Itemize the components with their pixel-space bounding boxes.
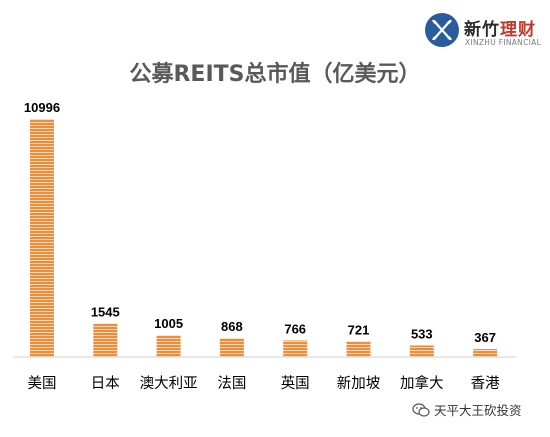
data-label-8: 367 [474,330,496,345]
data-label-1: 10996 [24,100,60,115]
chart-title: 公募REITS总市值（亿美元） [129,62,421,87]
watermark: 天平大王砍投资 [412,400,522,419]
data-label-3: 1005 [154,316,183,331]
watermark-text: 天平大王砍投资 [434,403,522,418]
bamboo-logo-icon [425,13,459,47]
category-label-5: 英国 [281,374,310,392]
bar-5 [283,340,308,357]
data-label-4: 868 [221,319,243,334]
category-label-1: 美国 [28,375,57,392]
bar-4 [219,338,244,357]
bar-8 [473,349,498,357]
logo-name: 新竹理财 [464,15,536,40]
bar-6 [346,341,371,357]
bar-2 [93,323,118,357]
category-label-7: 加拿大 [400,374,444,392]
logo-name-part2: 理财 [500,20,536,40]
bar-3 [156,335,181,357]
data-label-2: 1545 [91,305,120,320]
category-label-6: 新加坡 [337,375,381,392]
category-label-4: 法国 [217,375,246,392]
logo: 新竹理财 XINZHU FINANCIAL [424,12,544,52]
data-label-5: 766 [284,321,306,336]
bars-group [30,119,498,357]
bar-1 [30,119,54,357]
wechat-icon [412,403,430,417]
category-labels-group: 美国 日本 澳大利亚 法国 英国 新加坡 加拿大 香港 [28,374,501,392]
category-label-8: 香港 [471,375,500,392]
logo-subtitle: XINZHU FINANCIAL [465,38,542,47]
category-label-3: 澳大利亚 [140,375,198,392]
category-label-2: 日本 [91,375,120,392]
logo-name-part1: 新竹 [464,20,500,40]
data-label-6: 721 [348,322,370,337]
value-labels-group: 10996 1545 1005 868 766 721 533 367 [24,100,496,345]
data-label-7: 533 [411,326,433,341]
bar-7 [409,345,434,357]
